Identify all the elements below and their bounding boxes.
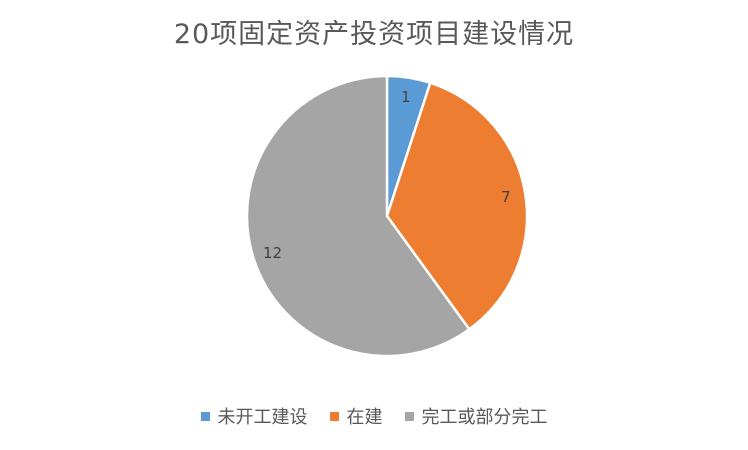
legend-item-2: 在建: [329, 403, 383, 429]
legend-label-3: 完工或部分完工: [421, 407, 548, 428]
data-label-1: 1: [401, 88, 411, 106]
legend-item-3: 完工或部分完工: [404, 403, 548, 429]
legend: 未开工建设 在建 完工或部分完工: [0, 403, 748, 429]
pie-slice-2: [385, 81, 529, 331]
legend-swatch-2: [329, 411, 339, 421]
legend-item-1: 未开工建设: [200, 403, 308, 429]
data-label-2: 7: [501, 188, 511, 206]
legend-label-1: 未开工建设: [217, 407, 308, 428]
data-label-3: 12: [263, 244, 282, 262]
pie-slices: [245, 74, 529, 358]
legend-swatch-3: [404, 411, 414, 421]
legend-label-2: 在建: [346, 407, 383, 428]
pie-slice-3: [245, 74, 471, 358]
legend-swatch-1: [200, 411, 210, 421]
chart-title: 20项固定资产投资项目建设情况: [173, 19, 575, 50]
